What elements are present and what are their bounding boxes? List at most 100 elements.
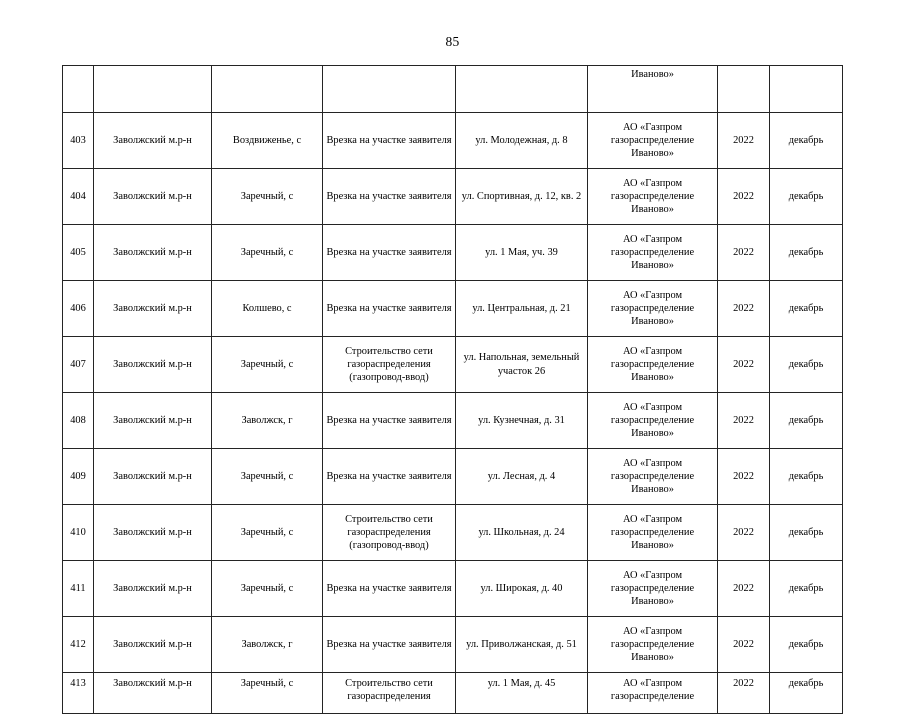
cell-settlement: Заречный, с [211,560,323,617]
cell-year: 2022 [717,280,770,337]
cell-settlement: Заречный, с [211,168,323,225]
cell-work-type: Строительство сети газораспределения (га… [322,336,456,393]
cell-month: декабрь [769,448,843,505]
cell-address: ул. Приволжанская, д. 51 [455,616,588,673]
table-row: 413 Заволжский м.р-н Заречный, с Строительс… [62,672,843,714]
table-row: 408 Заволжский м.р-н Заволжск, г Врезка на … [62,392,843,449]
cell-work-type: Врезка на участке заявителя [322,616,456,673]
cell-district: Заволжский м.р-н [93,224,212,281]
cell-settlement: Заречный, с [211,672,323,714]
cell-settlement [211,65,323,113]
cell-organization: Иваново» [587,65,718,113]
page-number: 85 [445,34,460,49]
cell-organization: АО «Газпром газораспределение Иваново» [587,112,718,169]
cell-month: декабрь [769,672,843,714]
table-row: 404 Заволжский м.р-н Заречный, с Врезка на … [62,168,843,225]
cell-district: Заволжский м.р-н [93,336,212,393]
registry-table: Иваново» 403 Заволжский м.р-н Воздвиженье, … [62,65,843,714]
cell-num: 410 [62,504,94,561]
cell-work-type: Врезка на участке заявителя [322,560,456,617]
cell-work-type: Врезка на участке заявителя [322,280,456,337]
document-page: 85 Иваново» 403 Заволжский м.р-н Воздвижень… [62,34,843,714]
cell-num: 413 [62,672,94,714]
table-row: 405 Заволжский м.р-н Заречный, с Врезка на … [62,224,843,281]
cell-month: декабрь [769,280,843,337]
cell-year: 2022 [717,336,770,393]
table-row: 409 Заволжский м.р-н Заречный, с Врезка на … [62,448,843,505]
cell-address: ул. Лесная, д. 4 [455,448,588,505]
cell-num: 404 [62,168,94,225]
table-continuation-row: Иваново» [62,65,843,113]
cell-work-type: Врезка на участке заявителя [322,112,456,169]
table-row: 410 Заволжский м.р-н Заречный, с Строительс… [62,504,843,561]
cell-address: ул. Широкая, д. 40 [455,560,588,617]
table-row: 406 Заволжский м.р-н Колшево, с Врезка на у… [62,280,843,337]
cell-month: декабрь [769,616,843,673]
cell-organization: АО «Газпром газораспределение Иваново» [587,336,718,393]
cell-num: 405 [62,224,94,281]
table-row: 411 Заволжский м.р-н Заречный, с Врезка на … [62,560,843,617]
cell-month: декабрь [769,560,843,617]
cell-year: 2022 [717,168,770,225]
cell-num [62,65,94,113]
cell-district: Заволжский м.р-н [93,560,212,617]
cell-organization: АО «Газпром газораспределение Иваново» [587,280,718,337]
cell-organization: АО «Газпром газораспределение Иваново» [587,168,718,225]
table-row: 407 Заволжский м.р-н Заречный, с Строительс… [62,336,843,393]
cell-district: Заволжский м.р-н [93,112,212,169]
cell-address: ул. Молодежная, д. 8 [455,112,588,169]
cell-num: 409 [62,448,94,505]
cell-organization: АО «Газпром газораспределение [587,672,718,714]
cell-year: 2022 [717,392,770,449]
cell-num: 403 [62,112,94,169]
cell-district: Заволжский м.р-н [93,168,212,225]
cell-organization: АО «Газпром газораспределение Иваново» [587,560,718,617]
cell-month: декабрь [769,224,843,281]
cell-organization: АО «Газпром газораспределение Иваново» [587,504,718,561]
cell-num: 411 [62,560,94,617]
cell-address: ул. Напольная, земельный участок 26 [455,336,588,393]
table-row: 412 Заволжский м.р-н Заволжск, г Врезка на … [62,616,843,673]
cell-settlement: Заречный, с [211,504,323,561]
cell-year: 2022 [717,672,770,714]
cell-settlement: Воздвиженье, с [211,112,323,169]
cell-settlement: Заречный, с [211,336,323,393]
cell-address: ул. Школьная, д. 24 [455,504,588,561]
cell-month: декабрь [769,112,843,169]
cell-address: ул. Центральная, д. 21 [455,280,588,337]
cell-work-type: Строительство сети газораспределения [322,672,456,714]
cell-year: 2022 [717,112,770,169]
cell-year: 2022 [717,616,770,673]
cell-settlement: Заволжск, г [211,616,323,673]
cell-address: ул. 1 Мая, уч. 39 [455,224,588,281]
cell-year: 2022 [717,504,770,561]
cell-organization: АО «Газпром газораспределение Иваново» [587,448,718,505]
cell-district: Заволжский м.р-н [93,448,212,505]
cell-month: декабрь [769,168,843,225]
cell-organization: АО «Газпром газораспределение Иваново» [587,224,718,281]
cell-address: ул. 1 Мая, д. 45 [455,672,588,714]
cell-district: Заволжский м.р-н [93,392,212,449]
cell-address: ул. Спортивная, д. 12, кв. 2 [455,168,588,225]
cell-num: 407 [62,336,94,393]
cell-year [717,65,770,113]
cell-district: Заволжский м.р-н [93,672,212,714]
cell-num: 408 [62,392,94,449]
cell-district [93,65,212,113]
cell-work-type: Врезка на участке заявителя [322,392,456,449]
cell-address: ул. Кузнечная, д. 31 [455,392,588,449]
cell-settlement: Заволжск, г [211,392,323,449]
cell-district: Заволжский м.р-н [93,280,212,337]
cell-month: декабрь [769,392,843,449]
cell-settlement: Заречный, с [211,224,323,281]
cell-district: Заволжский м.р-н [93,616,212,673]
cell-settlement: Колшево, с [211,280,323,337]
cell-num: 412 [62,616,94,673]
cell-year: 2022 [717,224,770,281]
cell-work-type: Врезка на участке заявителя [322,168,456,225]
cell-month [769,65,843,113]
cell-organization: АО «Газпром газораспределение Иваново» [587,616,718,673]
cell-work-type [322,65,456,113]
registry-table-body: Иваново» 403 Заволжский м.р-н Воздвиженье, … [62,65,843,714]
cell-num: 406 [62,280,94,337]
